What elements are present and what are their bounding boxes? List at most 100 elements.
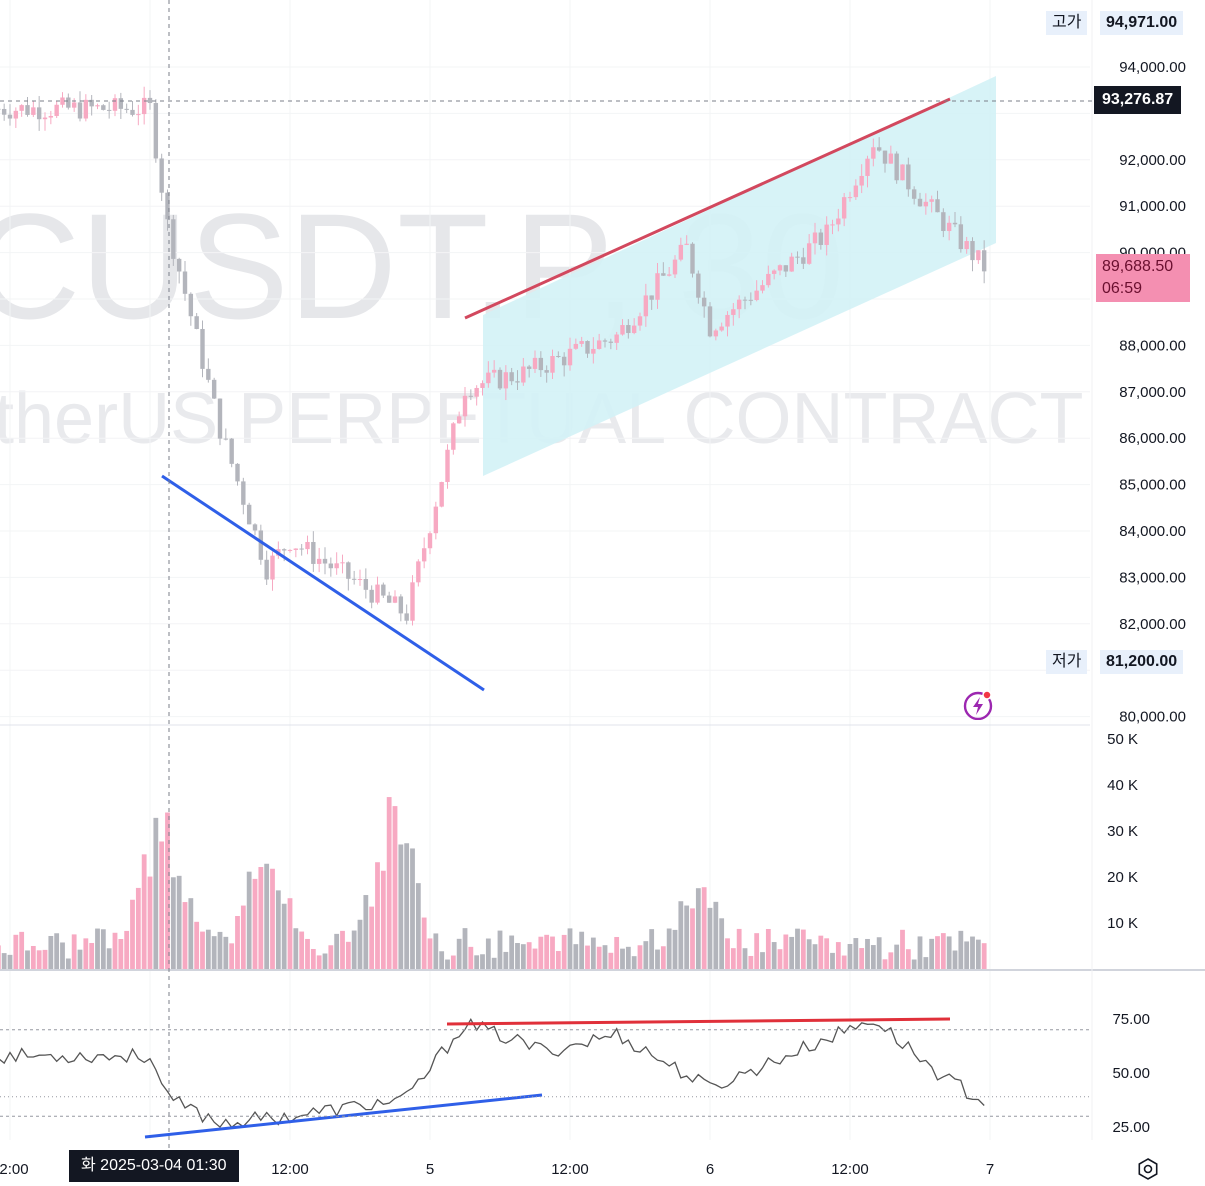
volume-tick-label: 10 K <box>1107 915 1138 932</box>
high-label: 고가 <box>1046 11 1088 35</box>
volume-bar <box>923 957 929 969</box>
volume-bar <box>165 812 170 969</box>
volume-bar <box>666 928 672 969</box>
candle-body <box>462 395 468 417</box>
volume-bar <box>275 890 281 969</box>
settings-gear-icon[interactable] <box>1136 1157 1160 1181</box>
volume-bar <box>305 938 310 969</box>
volume-bar <box>194 921 200 969</box>
price-tick-label: 86,000.00 <box>1119 430 1186 447</box>
lightning-alert-icon[interactable] <box>963 690 993 721</box>
volume-bar <box>19 931 25 969</box>
candle-body <box>900 164 905 181</box>
volume-bar <box>386 797 392 969</box>
candle-body <box>287 549 293 551</box>
volume-bar <box>60 942 65 969</box>
candle-body <box>824 224 829 245</box>
volume-bar <box>450 955 456 969</box>
low-label: 저가 <box>1046 650 1088 674</box>
volume-bar <box>462 928 468 969</box>
support-trendline[interactable] <box>161 474 485 692</box>
volume-bar <box>316 955 322 969</box>
volume-bar <box>637 945 643 969</box>
candle-body <box>596 340 602 349</box>
volume-bar <box>474 955 480 969</box>
volume-bar <box>65 958 71 969</box>
volume-bar <box>112 932 118 969</box>
candle-body <box>322 558 328 564</box>
candle-body <box>83 99 89 119</box>
price-axis[interactable]: 94,000.0092,000.0091,000.0090,000.0088,0… <box>1119 59 1186 726</box>
volume-bar <box>958 930 964 969</box>
volume-bar <box>485 938 491 969</box>
candle-body <box>491 369 497 373</box>
price-tick-label: 91,000.00 <box>1119 198 1186 215</box>
candle-body <box>649 295 654 300</box>
volume-bar <box>351 930 357 969</box>
volume-bar <box>468 946 474 969</box>
candle-body <box>95 105 100 107</box>
volume-bar <box>36 950 42 969</box>
volume-bar <box>445 959 450 969</box>
candle-body <box>1 108 7 115</box>
price-tick-label: 87,000.00 <box>1119 384 1186 401</box>
candle-body <box>696 273 701 298</box>
volume-bar <box>550 936 555 969</box>
time-axis[interactable]: 2:00 12:00 5 12:00 6 12:00 7 <box>0 1161 994 1178</box>
candle-body <box>25 105 30 115</box>
candle-body <box>42 117 48 120</box>
volume-bar <box>596 946 602 969</box>
candle-body <box>748 299 754 301</box>
volume-tick-label: 40 K <box>1107 777 1138 794</box>
candle-body <box>19 105 24 111</box>
resistance-trendline[interactable] <box>464 97 951 320</box>
volume-bar <box>141 854 147 969</box>
candle-body <box>941 212 946 232</box>
volume-bar <box>415 883 421 969</box>
rsi-resistance-line[interactable] <box>446 1017 951 1026</box>
volume-bar <box>952 950 958 969</box>
high-value: 94,971.00 <box>1100 11 1184 35</box>
candle-body <box>637 316 643 326</box>
candle-body <box>328 563 334 569</box>
volume-bar <box>89 942 95 969</box>
price-tick-label: 84,000.00 <box>1119 523 1186 540</box>
candle-body <box>707 306 713 337</box>
volume-bar <box>270 868 275 969</box>
candle-body <box>54 104 59 116</box>
price-tick-label: 82,000.00 <box>1119 616 1186 633</box>
candle-body <box>211 379 217 399</box>
price-tick-label: 80,000.00 <box>1119 709 1186 726</box>
candle-body <box>521 366 526 383</box>
volume-bar <box>789 936 795 969</box>
candle-body <box>194 316 199 329</box>
candle-body <box>363 579 369 590</box>
volume-bar <box>882 959 888 969</box>
volume-bar <box>287 898 293 969</box>
volume-bar <box>159 841 165 969</box>
volume-bar <box>870 945 876 969</box>
volume-tick-label: 30 K <box>1107 823 1138 840</box>
rsi-axis: 75.00 50.00 25.00 <box>0 1011 1150 1136</box>
candle-body <box>357 579 363 581</box>
volume-bar <box>631 956 637 969</box>
candle-body <box>690 243 695 274</box>
candle-body <box>141 97 147 115</box>
candle-body <box>830 224 835 226</box>
volume-bar <box>363 895 369 969</box>
volume-bar <box>643 941 649 969</box>
candle-body <box>416 561 421 583</box>
volume-bar <box>188 898 194 969</box>
candle-body <box>736 299 742 310</box>
candle-body <box>789 256 794 272</box>
volume-bar <box>905 949 911 969</box>
candle-body <box>970 241 975 261</box>
volume-bar <box>7 954 13 969</box>
candle-body <box>305 541 310 550</box>
volume-bar <box>841 955 847 969</box>
volume-bar <box>182 902 188 969</box>
volume-bar <box>509 935 515 969</box>
volume-bar <box>981 943 987 969</box>
candle-body <box>585 341 590 354</box>
